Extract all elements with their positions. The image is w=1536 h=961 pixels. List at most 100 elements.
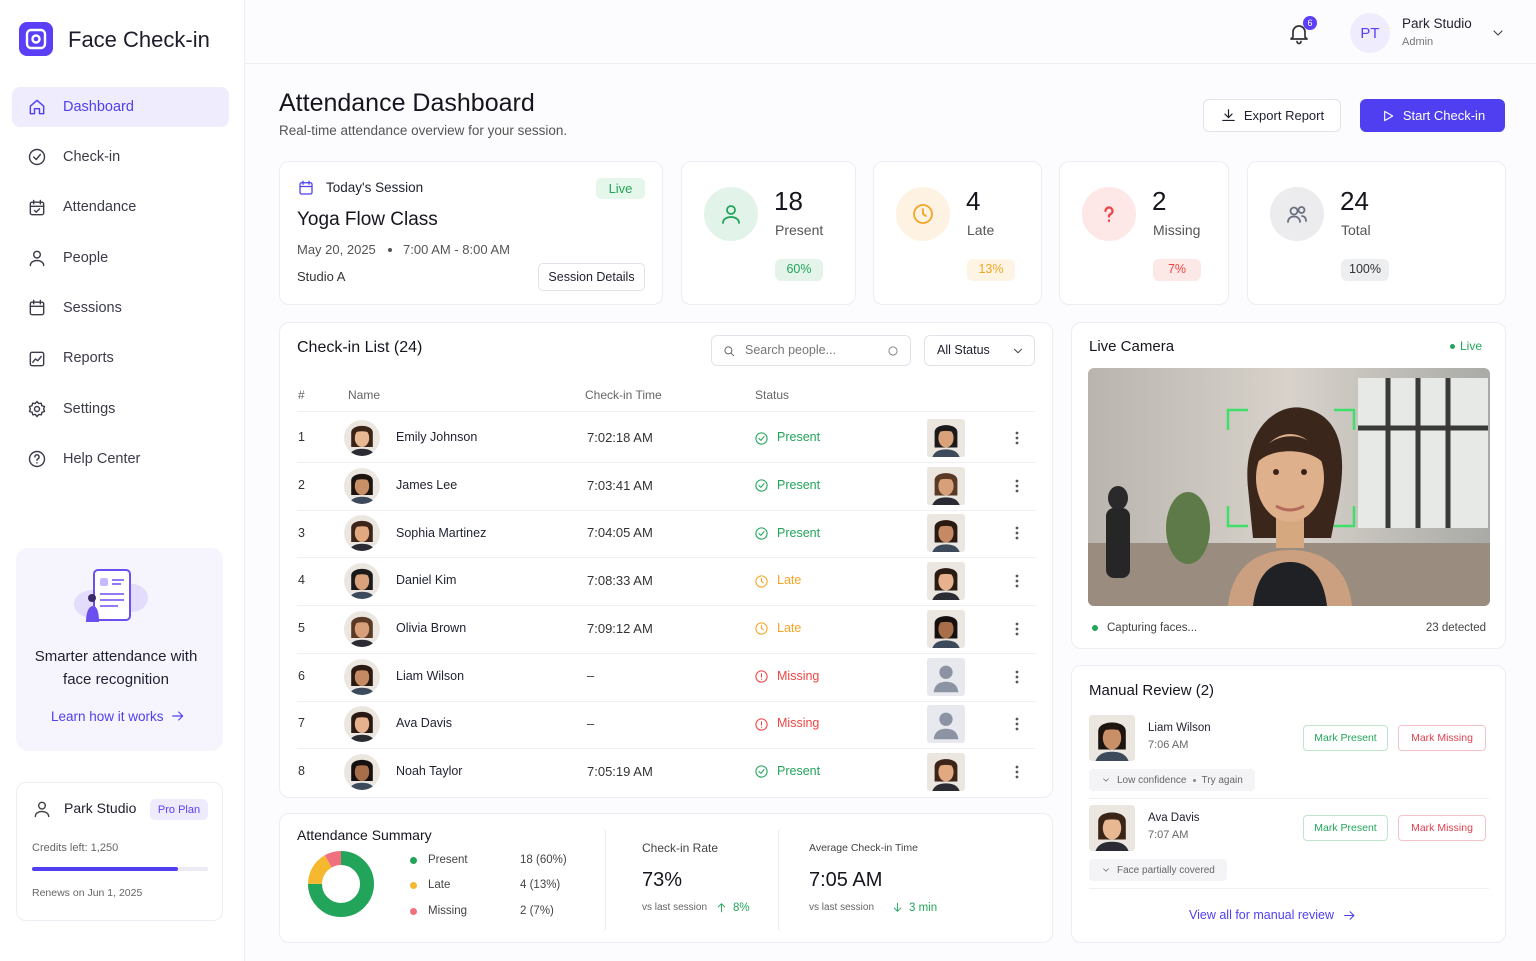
icon	[28, 149, 46, 166]
live-text: Live	[608, 181, 633, 196]
icon-part	[1102, 725, 1122, 732]
row-name: Liam Wilson	[396, 668, 465, 683]
icon-part	[938, 475, 954, 480]
row-status: Missing	[777, 716, 820, 731]
icon	[1493, 30, 1503, 36]
legend-value: 4 (13%)	[520, 879, 561, 892]
filter-label: All Status	[937, 343, 990, 358]
icon-part	[88, 594, 96, 602]
user-avatar[interactable]: PT	[1350, 13, 1390, 53]
stat-label: Late	[967, 222, 995, 239]
mark-missing-button[interactable]: Mark Missing	[1398, 725, 1486, 751]
icon-part	[1275, 504, 1305, 512]
icon	[755, 527, 768, 540]
icon	[1383, 110, 1394, 121]
icon-part	[1106, 508, 1130, 578]
nav-item[interactable]: Check-in	[63, 149, 121, 166]
row-time: –	[587, 668, 595, 684]
stat-icon	[1270, 187, 1324, 241]
icon-part	[100, 579, 124, 607]
capture-dot	[1092, 625, 1098, 631]
icon-part	[938, 428, 954, 448]
nav-item[interactable]: Dashboard	[63, 98, 134, 115]
icon-part	[1102, 815, 1122, 822]
search-box[interactable]	[711, 335, 911, 366]
row-time: 7:05:19 AM	[587, 763, 653, 779]
icon-part	[1015, 431, 1019, 435]
view-all-link[interactable]: View all for manual review	[1189, 905, 1357, 925]
status-filter[interactable]	[924, 335, 1035, 366]
avatar	[344, 420, 380, 456]
mark-present-label[interactable]: Mark Present	[1314, 822, 1377, 834]
icon	[893, 902, 902, 912]
mark-missing-label[interactable]: Mark Missing	[1411, 822, 1473, 834]
icon-part	[1015, 627, 1019, 631]
nav-item[interactable]: Settings	[63, 400, 116, 417]
icon	[29, 351, 45, 366]
icon-part	[28, 149, 46, 166]
metric-compare: vs last session	[642, 902, 708, 913]
legend-label: Late	[428, 879, 451, 892]
row-name: Emily Johnson	[396, 430, 478, 445]
metric-change: 8%	[733, 901, 750, 914]
mark-present-button[interactable]: Mark Present	[1303, 725, 1388, 751]
icon-part	[927, 514, 965, 553]
icon-part	[354, 667, 370, 672]
start-label[interactable]: Start Check-in	[1402, 108, 1486, 123]
icon-part	[1358, 378, 1488, 528]
icon-part	[1256, 434, 1324, 522]
icon-part	[34, 454, 40, 464]
session-date: May 20, 2025	[297, 241, 376, 257]
mark-missing-label[interactable]: Mark Missing	[1411, 732, 1473, 744]
row-number: 8	[298, 764, 305, 779]
nav-item[interactable]: Help Center	[63, 450, 141, 467]
row-status: Present	[777, 477, 821, 492]
nav-item[interactable]: Sessions	[63, 300, 122, 317]
kebab	[1015, 574, 1019, 588]
start-button[interactable]: Start Check-in	[1360, 99, 1505, 132]
promo-link-text[interactable]: Learn how it works	[51, 708, 164, 724]
icon-part	[1015, 489, 1019, 493]
icon	[755, 574, 768, 588]
icon-part	[931, 449, 961, 457]
session-details-label[interactable]: Session Details	[548, 270, 635, 284]
avatar	[344, 610, 380, 647]
export-button[interactable]: Export Report	[1203, 99, 1341, 132]
icon-part	[775, 259, 823, 281]
checkin-title: Check-in List (24)	[297, 338, 423, 356]
row-divider	[297, 557, 1035, 559]
stat-card	[681, 161, 856, 305]
icon-part	[354, 667, 370, 686]
icon-part	[1015, 436, 1019, 440]
export-label[interactable]: Export Report	[1243, 108, 1325, 123]
icon-part	[939, 712, 953, 727]
reason-action[interactable]: Try again	[1201, 774, 1243, 786]
reason-text: Face partially covered	[1117, 864, 1215, 876]
session-details-button[interactable]: Session Details	[538, 263, 645, 291]
icon-part	[730, 352, 735, 357]
row-number: 3	[298, 525, 305, 540]
review-divider	[1089, 888, 1489, 889]
mark-present-label[interactable]: Mark Present	[1314, 732, 1377, 744]
promo-link[interactable]: Learn how it works	[51, 706, 186, 726]
legend-dot	[410, 882, 417, 889]
logo	[19, 22, 53, 56]
icon-part	[1089, 805, 1135, 851]
nav-item[interactable]: Attendance	[63, 199, 137, 216]
icon-part	[938, 571, 954, 576]
row-number: 7	[298, 716, 305, 731]
icon-part	[755, 765, 768, 779]
icon	[755, 622, 768, 635]
icon-part	[1287, 215, 1301, 223]
mark-present-button[interactable]: Mark Present	[1303, 815, 1388, 841]
view-all-text[interactable]: View all for manual review	[1189, 908, 1334, 922]
nav-item[interactable]: People	[63, 249, 109, 266]
summary-card	[279, 813, 1053, 943]
nav-item[interactable]: Reports	[63, 350, 114, 367]
icon-part	[888, 346, 898, 356]
mark-missing-button[interactable]: Mark Missing	[1398, 815, 1486, 841]
credits: Credits left: 1,250	[32, 842, 119, 855]
icon-part	[913, 204, 933, 224]
icon-part	[354, 762, 370, 781]
icon-part	[354, 429, 370, 447]
